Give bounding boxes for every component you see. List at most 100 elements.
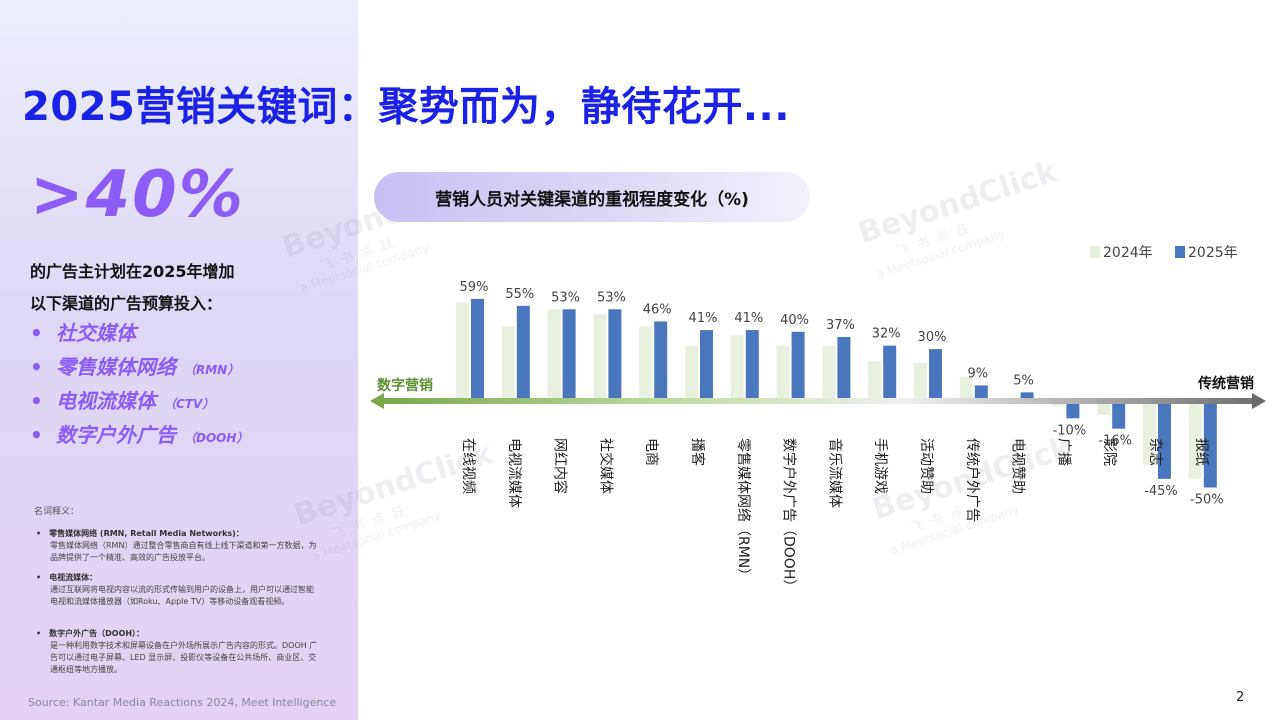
category-label: 音乐流媒体 — [826, 438, 843, 508]
bullet-label: 电视流媒体 — [56, 389, 156, 413]
category-label: 手机游戏 — [872, 438, 888, 494]
legend-swatch-2025 — [1175, 246, 1185, 258]
bullet-label: 零售媒体网络 — [56, 355, 176, 379]
bullet-abbr: （CTV） — [164, 397, 215, 411]
bullet-dot-icon: • — [30, 355, 43, 379]
bar-2025 — [791, 331, 805, 401]
data-label: 40% — [780, 313, 809, 328]
chart-axis: 数字营销 传统营销 — [370, 375, 1266, 409]
category-label: 零售媒体网络（RMN） — [735, 438, 751, 582]
bar-2025 — [883, 345, 897, 401]
chart-title: 营销人员对关键渠道的重视程度变化（%) — [374, 172, 810, 222]
bar-2024 — [822, 345, 836, 401]
bar-2025 — [1066, 401, 1080, 419]
axis-arrow-right-icon — [1252, 393, 1266, 409]
data-label: 53% — [551, 290, 580, 305]
data-label: 5% — [1013, 373, 1034, 388]
category-label: 电视赞助 — [1010, 438, 1026, 494]
bullet-ctv: • 电视流媒体 （CTV） — [30, 384, 248, 418]
stat-text-line-1: 的广告主计划在2025年增加 — [30, 262, 235, 281]
glossary-item-dooh: 数字户外广告（DOOH）： 是一种利用数字技术和屏幕设备在户外场所展示广告内容的… — [36, 628, 318, 676]
bar-2024 — [1097, 401, 1111, 415]
bullet-dot-icon: • — [30, 321, 43, 345]
data-label: 9% — [967, 366, 988, 381]
data-label: 30% — [918, 330, 947, 345]
bar-2025 — [974, 385, 988, 401]
bullet-abbr: （RMN） — [184, 363, 240, 377]
category-label: 播客 — [689, 438, 706, 466]
bar-2024 — [1188, 401, 1202, 479]
left-panel — [0, 0, 358, 720]
chart-bars — [456, 298, 1217, 488]
bar-2024 — [593, 314, 607, 401]
data-label: 55% — [505, 287, 534, 302]
glossary-term: 数字户外广告（DOOH）： — [36, 628, 318, 640]
stat-text-line-2: 以下渠道的广告预算投入： — [30, 294, 223, 313]
bullet-label: 社交媒体 — [56, 321, 136, 345]
category-label: 网红内容 — [552, 438, 569, 494]
category-label: 广播 — [1055, 438, 1071, 466]
axis-right-label: 传统营销 — [1197, 375, 1254, 392]
bar-2024 — [868, 361, 882, 401]
data-label: 41% — [734, 311, 763, 326]
page-title: 2025营销关键词：聚势而为，静待花开... — [22, 84, 790, 130]
bar-2025 — [1020, 392, 1034, 401]
category-label: 传统户外广告 — [964, 438, 981, 522]
bullet-dot-icon: • — [30, 389, 43, 413]
bar-2025 — [516, 305, 530, 401]
axis-arrow-left-icon — [370, 393, 384, 409]
bullet-social-media: • 社交媒体 — [30, 316, 248, 350]
bar-2025 — [700, 330, 713, 401]
bar-2024 — [959, 376, 973, 401]
bar-2024 — [547, 309, 561, 401]
page-number: 2 — [1236, 690, 1245, 705]
legend-label-2025: 2025年 — [1188, 245, 1238, 261]
category-label: 社交媒体 — [597, 438, 614, 494]
bar-2025 — [608, 309, 622, 401]
legend-label-2024: 2024年 — [1103, 245, 1153, 261]
bar-2025 — [654, 321, 668, 401]
bar-2025 — [1158, 401, 1171, 479]
bar-2024 — [456, 302, 469, 401]
category-label: 电视流媒体 — [506, 438, 522, 508]
source-note: Source: Kantar Media Reactions 2024, Mee… — [28, 696, 337, 709]
category-label: 数字户外广告（DOOH） — [781, 438, 798, 593]
glossary-title: 名词释义： — [34, 507, 80, 517]
bar-2024 — [501, 326, 515, 401]
bar-2024 — [914, 362, 927, 401]
legend-swatch-2024 — [1090, 246, 1100, 258]
data-label: 59% — [460, 280, 489, 295]
glossary-desc: 是一种利用数字技术和屏幕设备在户外场所展示广告内容的形式。DOOH 广告可以通过… — [50, 641, 318, 674]
category-label: 电商 — [643, 438, 659, 466]
glossary-desc: 通过互联网将电视内容以流的形式传输到用户的设备上，用户可以通过智能电视和流媒体播… — [50, 585, 314, 606]
category-label: 杂志 — [1147, 438, 1163, 466]
bar-2025 — [562, 309, 576, 401]
bar-2025 — [929, 349, 942, 401]
bar-2025 — [1203, 401, 1217, 488]
bar-2024 — [685, 345, 698, 401]
glossary-item-ctv: 电视流媒体： 通过互联网将电视内容以流的形式传输到用户的设备上，用户可以通过智能… — [36, 572, 318, 608]
bar-2025 — [1112, 401, 1126, 429]
category-label: 活动赞助 — [918, 438, 934, 494]
glossary-term: 零售媒体网络 (RMN, Retail Media Networks)： — [36, 528, 318, 540]
bar-2024 — [730, 335, 744, 401]
bar-2025 — [745, 330, 759, 401]
bar-2024 — [639, 326, 653, 401]
category-label: 报纸 — [1193, 438, 1209, 466]
axis-line — [380, 398, 1254, 404]
bullet-dot-icon: • — [30, 423, 43, 447]
chart-legend: 2024年 2025年 — [1090, 245, 1238, 261]
glossary-item-rmn: 零售媒体网络 (RMN, Retail Media Networks)： 零售媒… — [36, 528, 318, 564]
bullet-dooh: • 数字户外广告 （DOOH） — [30, 418, 248, 452]
bar-2024 — [776, 345, 790, 401]
bullet-abbr: （DOOH） — [184, 431, 249, 445]
data-label: 41% — [689, 311, 718, 326]
axis-left-label: 数字营销 — [377, 377, 433, 394]
big-stat: >40% — [30, 158, 245, 232]
glossary-desc: 零售媒体网络（RMN）通过整合零售商自有线上线下渠道和第一方数据，为品牌提供了一… — [50, 541, 317, 562]
bar-2025 — [471, 298, 484, 401]
bullet-rmn: • 零售媒体网络 （RMN） — [30, 350, 248, 384]
bullet-label: 数字户外广告 — [56, 423, 176, 447]
data-label: -45% — [1144, 484, 1178, 499]
data-label: 53% — [597, 290, 626, 305]
